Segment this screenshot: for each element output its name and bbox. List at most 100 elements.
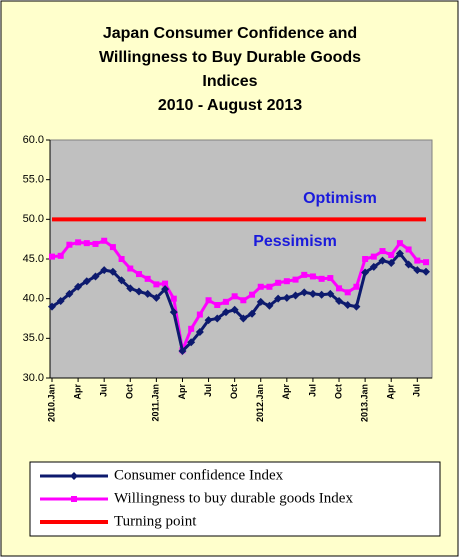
- point-marker: [195, 327, 204, 336]
- point-marker: [126, 284, 135, 293]
- point-marker: [344, 289, 351, 296]
- point-marker: [127, 265, 134, 272]
- point-marker: [343, 301, 352, 310]
- point-marker: [170, 295, 177, 302]
- point-marker: [56, 297, 65, 306]
- point-marker: [327, 275, 334, 282]
- legend-label: Turning point: [114, 513, 197, 529]
- x-tick-label: Apr: [386, 384, 396, 400]
- point-marker: [423, 259, 429, 266]
- y-tick-label: 45.0: [23, 253, 44, 265]
- point-marker: [395, 249, 404, 258]
- x-tick-label: 2010.Jan: [46, 384, 56, 422]
- point-marker: [134, 287, 143, 296]
- point-marker: [378, 256, 387, 265]
- chart-title: 2010 - August 2013: [158, 97, 302, 114]
- x-tick-label: Jul: [307, 384, 317, 397]
- point-marker: [214, 302, 221, 309]
- point-marker: [318, 275, 325, 282]
- y-tick-label: 40.0: [23, 293, 44, 305]
- x-tick-label: 2011.Jan: [151, 384, 161, 422]
- point-marker: [248, 309, 257, 318]
- point-marker: [413, 266, 422, 275]
- point-marker: [274, 294, 283, 303]
- legend-label: Consumer confidence Index: [114, 467, 284, 483]
- point-marker: [48, 302, 56, 311]
- x-tick-label: Apr: [281, 384, 291, 400]
- point-marker: [57, 252, 64, 259]
- point-marker: [405, 246, 412, 253]
- point-marker: [109, 244, 116, 251]
- point-marker: [352, 302, 361, 311]
- point-marker: [387, 258, 396, 267]
- x-tick-label: Apr: [177, 384, 187, 400]
- point-marker: [301, 271, 308, 278]
- point-marker: [82, 277, 91, 286]
- point-marker: [49, 253, 55, 260]
- point-marker: [414, 257, 421, 264]
- chart-title: Japan Consumer Confidence and: [103, 25, 357, 42]
- point-marker: [336, 285, 343, 292]
- x-tick-label: Jul: [99, 384, 109, 397]
- x-tick-label: Jul: [412, 384, 422, 397]
- point-marker: [83, 240, 90, 247]
- point-marker: [422, 267, 430, 276]
- point-marker: [291, 291, 300, 300]
- point-marker: [222, 298, 229, 305]
- x-tick-label: Oct: [229, 384, 239, 399]
- point-marker: [353, 283, 360, 290]
- point-marker: [266, 283, 273, 290]
- chart-title: Indices: [202, 73, 257, 90]
- point-marker: [265, 301, 274, 310]
- x-tick-label: 2013.Jan: [359, 384, 369, 422]
- point-marker: [101, 237, 108, 244]
- x-tick-label: 2012.Jan: [255, 384, 265, 422]
- point-marker: [161, 285, 170, 294]
- point-marker: [188, 325, 195, 332]
- point-marker: [283, 278, 290, 285]
- point-marker: [213, 314, 222, 323]
- x-tick-label: Jul: [203, 384, 213, 397]
- point-marker: [65, 289, 74, 298]
- annotation: Optimism: [303, 190, 377, 207]
- point-marker: [118, 256, 125, 262]
- point-marker: [143, 289, 152, 298]
- point-marker: [388, 252, 395, 259]
- point-marker: [256, 297, 265, 306]
- point-marker: [162, 280, 169, 287]
- x-tick-label: Apr: [72, 384, 82, 400]
- point-marker: [178, 347, 187, 356]
- point-marker: [361, 268, 370, 277]
- point-marker: [108, 267, 117, 276]
- point-marker: [100, 266, 109, 275]
- point-marker: [75, 239, 82, 246]
- chart-title: Willingness to Buy Durable Goods: [99, 49, 361, 66]
- y-tick-label: 55.0: [23, 174, 44, 186]
- point-marker: [187, 338, 196, 347]
- point-marker: [144, 275, 151, 282]
- point-marker: [117, 276, 126, 285]
- y-tick-label: 35.0: [23, 332, 44, 344]
- annotation: Pessimism: [253, 233, 337, 250]
- point-marker: [282, 293, 291, 302]
- x-tick-label: Oct: [333, 384, 343, 399]
- point-marker: [362, 256, 369, 262]
- point-marker: [292, 276, 299, 283]
- point-marker: [317, 290, 326, 299]
- point-marker: [309, 273, 316, 280]
- point-marker: [92, 240, 99, 247]
- y-tick-label: 30.0: [23, 372, 44, 384]
- point-marker: [239, 314, 248, 323]
- point-marker: [249, 291, 256, 298]
- x-tick-label: Oct: [125, 384, 135, 399]
- point-marker: [205, 297, 212, 304]
- point-marker: [257, 283, 264, 290]
- point-marker: [404, 260, 413, 269]
- point-marker: [169, 308, 178, 317]
- point-marker: [152, 293, 161, 302]
- point-marker: [135, 271, 142, 278]
- y-tick-label: 60.0: [23, 134, 44, 146]
- point-marker: [231, 293, 238, 300]
- point-marker: [196, 311, 203, 318]
